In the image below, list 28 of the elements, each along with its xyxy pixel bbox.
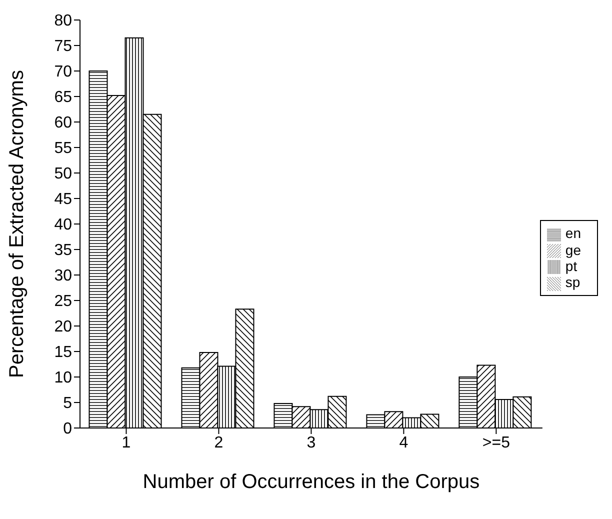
x-tick-label: 2 <box>214 434 224 452</box>
y-tick-label: 30 <box>54 268 72 285</box>
y-tick-label: 75 <box>54 38 72 56</box>
legend-label: ge <box>565 242 581 258</box>
y-tick-label: 50 <box>54 166 72 183</box>
y-tick-label: 40 <box>54 216 72 234</box>
y-tick-label: 45 <box>54 191 72 208</box>
y-tick-label: 80 <box>54 12 72 30</box>
y-tick-label: 65 <box>54 89 72 106</box>
legend-label: sp <box>565 274 580 290</box>
x-tick-label: 3 <box>306 434 316 452</box>
legend-label: en <box>565 225 581 242</box>
y-tick-label: 60 <box>54 114 72 132</box>
y-axis-title: Percentage of Extracted Acronyms <box>6 70 28 378</box>
y-tick-label: 55 <box>54 140 72 158</box>
x-tick-label: 4 <box>399 434 408 452</box>
y-tick-label: 15 <box>54 344 72 362</box>
x-tick-label: >=5 <box>482 434 510 452</box>
y-tick-label: 25 <box>54 293 72 310</box>
legend-label: pt <box>565 258 578 274</box>
y-tick-label: 70 <box>54 64 72 81</box>
y-tick-label: 35 <box>54 242 72 260</box>
y-tick-label: 10 <box>54 370 72 387</box>
x-axis-title: Number of Occurrences in the Corpus <box>142 471 480 493</box>
x-tick-label: 1 <box>122 434 131 452</box>
y-tick-label: 20 <box>54 318 72 336</box>
y-tick-label: 0 <box>63 420 72 438</box>
y-tick-label: 5 <box>63 395 72 412</box>
